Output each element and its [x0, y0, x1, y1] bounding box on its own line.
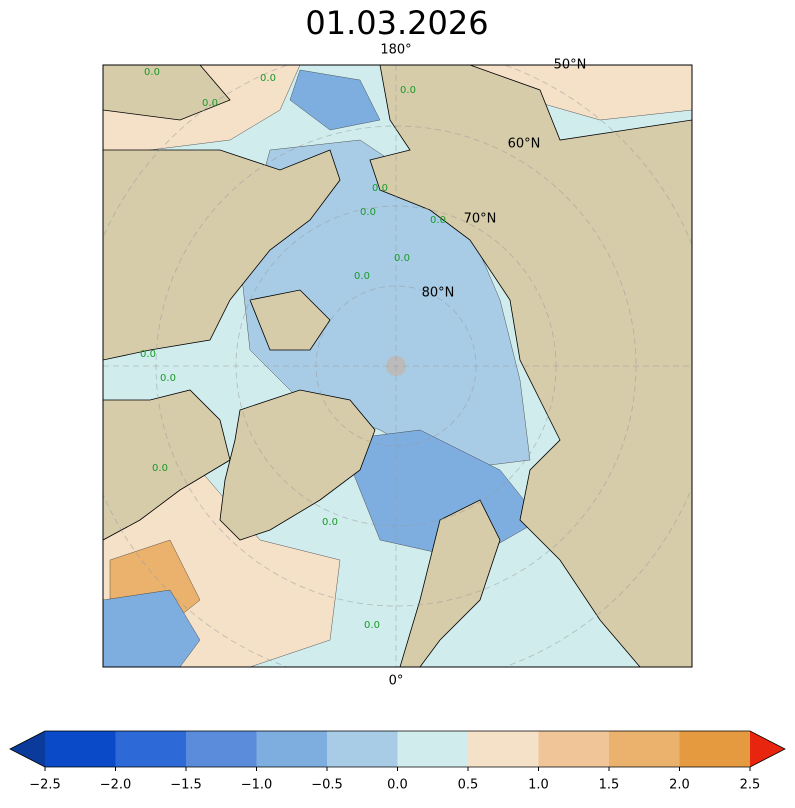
contour-label: 0.0	[400, 85, 416, 96]
ice-region	[289, 69, 381, 131]
colorbar-segment	[609, 731, 680, 767]
contour-label: 0.0	[360, 207, 376, 218]
colorbar-tick-label: −1.0	[241, 778, 273, 793]
colorbar-segment	[397, 731, 468, 767]
land-eurasia	[369, 65, 692, 667]
graticule-label: 50°N	[554, 58, 587, 73]
title: 01.03.2026	[305, 4, 488, 42]
graticule-label: 60°N	[508, 137, 541, 152]
colorbar-tick-label: −2.0	[100, 778, 132, 793]
colorbar-tick-label: 2.5	[740, 778, 761, 793]
colorbar: −2.5 −2.0 −1.5 −1.0 −0.5 0.0 0.5 1.0 1.5 2.0 2.5	[9, 730, 786, 793]
ice-region	[103, 589, 201, 667]
graticule-label: 0°	[389, 674, 404, 689]
colorbar-segment	[327, 731, 398, 767]
colorbar-tick-label: 1.0	[528, 778, 549, 793]
land-scandinavia	[399, 499, 501, 667]
contour-label: 0.0	[144, 67, 160, 78]
colorbar-segment	[679, 731, 750, 767]
map	[103, 65, 692, 667]
colorbar-extend-low	[10, 731, 45, 767]
colorbar-segment	[538, 731, 609, 767]
colorbar-tick-label: 0.0	[387, 778, 408, 793]
graticule-label: 180°	[380, 43, 411, 58]
graticule-label: 70°N	[464, 212, 497, 227]
colorbar-tick-label: 0.5	[458, 778, 479, 793]
contour-label: 0.0	[160, 373, 176, 384]
contour-label: 0.0	[260, 73, 276, 84]
land-islands	[249, 289, 331, 351]
contour-label: 0.0	[152, 463, 168, 474]
colorbar-segment	[186, 731, 257, 767]
colorbar-tick-label: −0.5	[311, 778, 343, 793]
contour-label: 0.0	[364, 620, 380, 631]
colorbar-tick-label: 1.5	[599, 778, 620, 793]
labels: 180° 50°N 60°N 70°N 80°N 0° 0.0 0.0 0.0 0.0 0.0 0.0…	[140, 43, 586, 689]
map-frame	[102, 64, 693, 668]
contour-label: 0.0	[202, 98, 218, 109]
colorbar-tick-label: 2.0	[669, 778, 690, 793]
contour-label: 0.0	[354, 271, 370, 282]
land-alaska	[103, 65, 231, 121]
contour-label: 0.0	[140, 349, 156, 360]
land-greenland	[219, 389, 376, 541]
colorbar-tick-label: −1.5	[170, 778, 202, 793]
contour-label: 0.0	[394, 253, 410, 264]
contour-label: 0.0	[322, 517, 338, 528]
graticule-label: 80°N	[422, 286, 455, 301]
colorbar-extend-high	[750, 731, 785, 767]
land-north-america	[103, 149, 341, 361]
contour-label: 0.0	[430, 215, 446, 226]
colorbar-segment	[45, 731, 116, 767]
colorbar-segment	[468, 731, 539, 767]
colorbar-segment	[115, 731, 186, 767]
colorbar-tick-label: −2.5	[29, 778, 61, 793]
contour-label: 0.0	[372, 183, 388, 194]
colorbar-segment	[256, 731, 327, 767]
